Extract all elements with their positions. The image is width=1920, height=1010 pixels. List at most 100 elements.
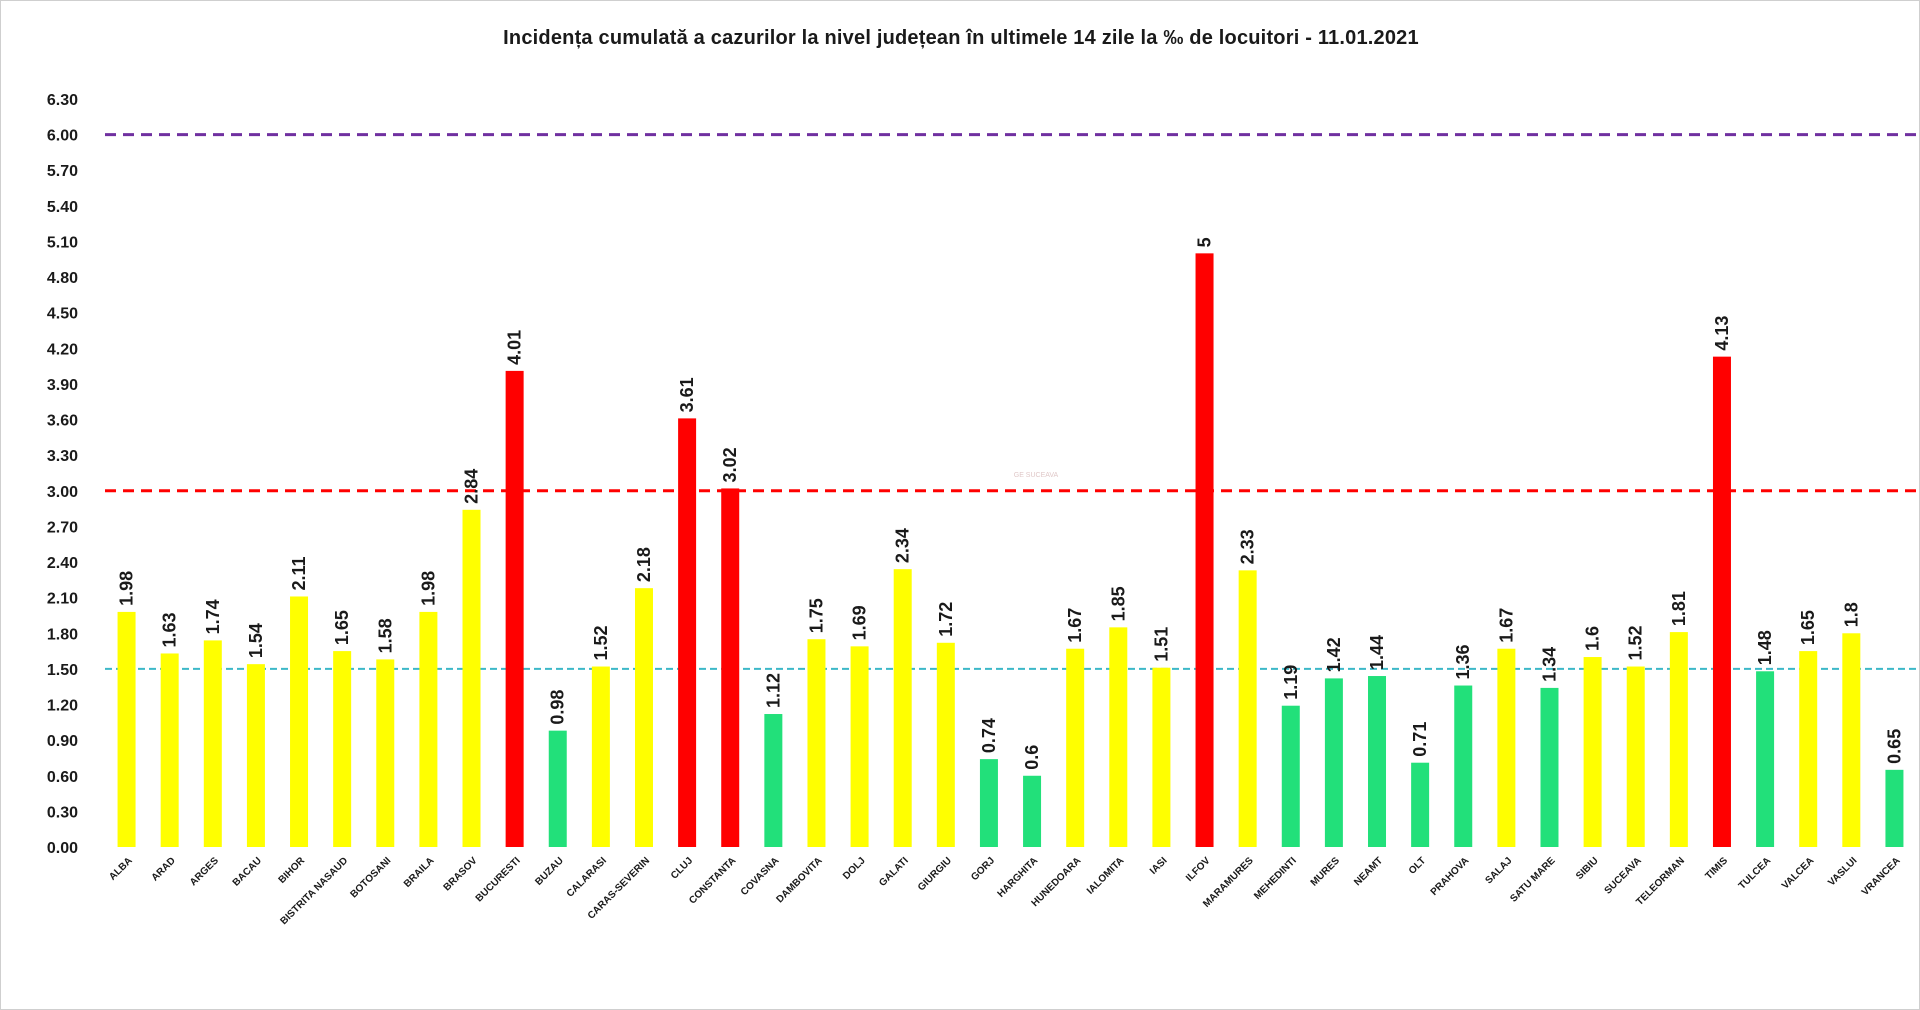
data-label: 1.98 [117,571,137,606]
y-tick-label: 4.50 [47,306,78,323]
y-tick-label: 4.20 [47,341,78,358]
y-tick-label: 4.80 [47,270,78,287]
data-label: 2.33 [1238,529,1258,564]
threshold-lines [105,133,1916,670]
bar [678,418,697,847]
bar [1799,651,1818,847]
data-label: 1.98 [418,571,438,606]
bar [1324,678,1343,847]
bar [1023,775,1042,847]
data-label: 1.36 [1453,644,1473,679]
data-label: 3.61 [677,377,697,412]
x-tick-label: HARGHITA [996,855,1041,900]
y-tick-label: 1.50 [47,662,78,679]
bar [419,611,438,847]
data-label: 1.51 [1151,627,1171,662]
x-tick-label: ARGES [188,855,221,888]
y-tick-label: 5.10 [47,234,78,251]
bar [1238,570,1257,847]
bar [764,714,783,847]
bar [936,642,955,847]
y-tick-label: 2.10 [47,591,78,608]
bar [850,646,869,847]
data-label: 0.6 [1022,745,1042,770]
y-axis: 0.00 0.30 0.60 0.90 1.20 1.50 1.80 2.10 2.40 2.70… [47,92,78,857]
y-tick-label: 6.30 [47,92,78,109]
bar [203,640,222,847]
bar [376,659,395,847]
data-label: 1.65 [1798,610,1818,645]
bar [634,588,653,847]
x-tick-label: MURES [1309,855,1343,889]
bar [1281,705,1300,847]
data-label: 0.98 [548,690,568,725]
bar [1454,685,1473,847]
data-label: 1.74 [203,599,223,634]
x-tick-label: TIMIS [1703,855,1730,882]
bar [505,370,524,847]
x-tick-label: CLUJ [669,855,695,881]
y-tick-label: 2.40 [47,555,78,572]
data-label: 1.12 [763,673,783,708]
data-label: 2.18 [634,547,654,582]
y-tick-label: 0.60 [47,769,78,786]
data-label: 4.13 [1712,316,1732,351]
x-tick-label: DOLJ [841,855,868,882]
x-tick-label: ALBA [107,855,134,882]
x-tick-label: GALATI [877,855,911,889]
x-tick-label: MEHEDINTI [1252,855,1299,902]
data-label: 1.72 [936,602,956,637]
bar [548,730,567,847]
data-label: 1.65 [332,610,352,645]
chart-title: Incidența cumulată a cazurilor la nivel … [503,27,1419,49]
y-tick-label: 5.40 [47,199,78,216]
y-tick-label: 1.80 [47,626,78,643]
y-tick-label: 6.00 [47,128,78,145]
data-label: 1.67 [1065,608,1085,643]
x-tick-label: VRANCEA [1860,855,1903,898]
data-label: 1.58 [375,618,395,653]
data-label: 0.74 [979,718,999,753]
data-label: 1.75 [806,598,826,633]
y-tick-label: 0.00 [47,840,78,857]
x-tick-label: GORJ [969,855,997,883]
x-tick-label: GIURGIU [916,855,954,893]
data-label: 1.85 [1108,586,1128,621]
bar [1411,762,1430,847]
bar [462,509,481,847]
bar [979,759,998,847]
bar [246,664,265,847]
data-label: 2.11 [289,556,309,590]
data-label: 1.34 [1539,647,1559,682]
x-tick-label: SUCEAVA [1603,855,1644,896]
bar [721,488,740,847]
data-label: 1.69 [850,605,870,640]
bar [893,569,912,847]
x-tick-label: ILFOV [1184,855,1213,884]
x-tick-label: PRAHOVA [1429,855,1472,898]
data-label: 5 [1195,237,1215,247]
bar [1195,253,1214,847]
data-labels: 1.981.63 1.741.542.111.65 1.581.982.844.01… [117,237,1905,769]
x-tick-label: OLT [1407,855,1428,876]
bar [1109,627,1128,847]
bar [1066,648,1085,847]
x-tick-label: IASI [1148,855,1170,877]
y-tick-label: 3.00 [47,484,78,501]
data-label: 4.01 [505,330,525,365]
x-tick-label: BOTOSANI [348,855,393,900]
x-tick-label: SATU MARE [1508,855,1558,905]
watermark: GE SUCEAVA [1014,472,1059,479]
x-tick-label: NEAMT [1352,855,1385,888]
y-tick-label: 2.70 [47,519,78,536]
data-label: 1.8 [1841,602,1861,627]
data-label: 1.67 [1496,608,1516,643]
bar [1540,687,1559,847]
bar [1497,648,1516,847]
bar [591,666,610,847]
data-label: 2.34 [893,528,913,563]
x-tick-label: SALAJ [1484,855,1515,886]
bars [117,253,1904,847]
